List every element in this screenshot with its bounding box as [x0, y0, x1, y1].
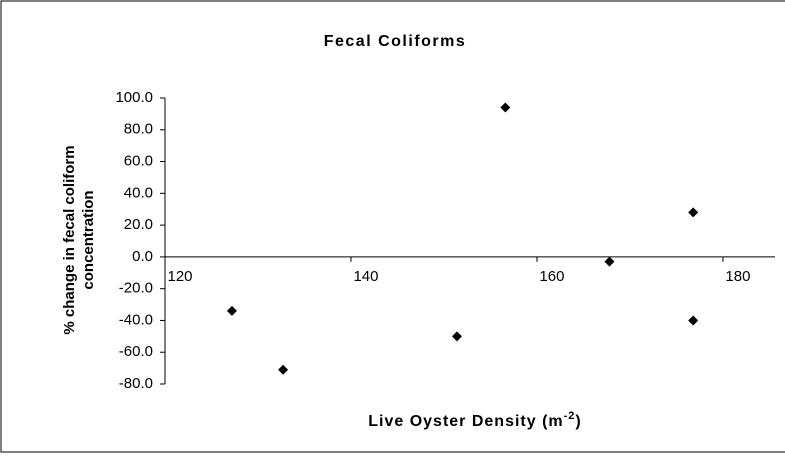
x-tick-label: 160 [539, 268, 564, 285]
y-axis-label: concentration [80, 190, 97, 289]
y-tick-label: 40.0 [124, 184, 153, 201]
point [278, 364, 289, 375]
y-tick-label: -40.0 [119, 311, 153, 328]
y-tick-label: 0.0 [132, 248, 153, 265]
x-axis-label: ) [575, 413, 581, 430]
y-tick-label: 80.0 [124, 121, 153, 138]
point [604, 256, 615, 267]
x-axis-label: -2 [564, 410, 576, 422]
x-axis-label: Live Oyster Density (m-2) [368, 410, 582, 430]
x-tick-label: 140 [353, 268, 378, 285]
y-tick-label: 100.0 [115, 89, 153, 106]
x-tick-label: 180 [725, 268, 750, 285]
y-tick-label: -80.0 [119, 375, 153, 392]
x-axis-label: Live Oyster Density (m [368, 413, 563, 430]
y-tick-label: -20.0 [119, 280, 153, 297]
y-tick-label: 20.0 [124, 216, 153, 233]
point [688, 315, 699, 326]
point [500, 102, 511, 113]
y-tick-label: 60.0 [124, 153, 153, 170]
point [226, 305, 237, 316]
y-axis-label: % change in fecal coliform [61, 145, 78, 334]
y-tick-label: -60.0 [119, 343, 153, 360]
point [451, 331, 462, 342]
x-tick-label: 120 [167, 268, 192, 285]
chart-title: Fecal Coliforms [324, 33, 467, 50]
point [688, 207, 699, 218]
